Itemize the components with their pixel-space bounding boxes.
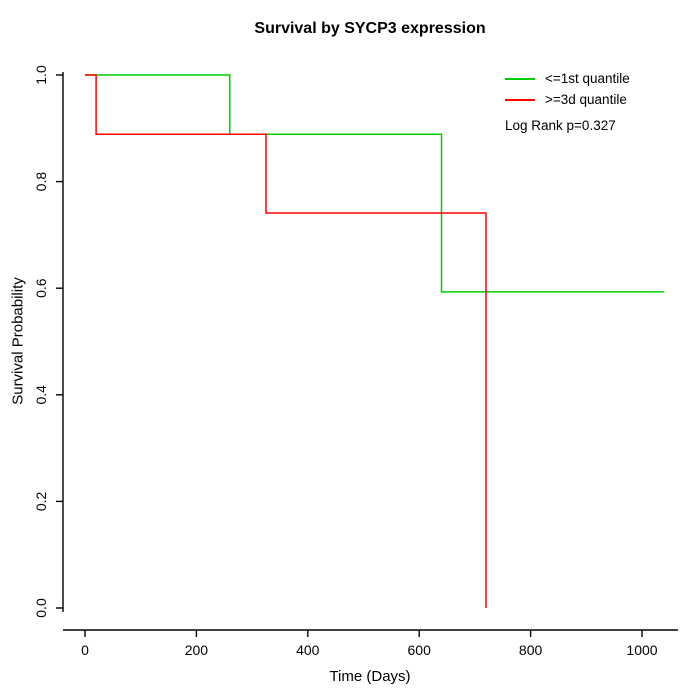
survival-curve-1 <box>85 74 487 608</box>
legend: <=1st quantile >=3d quantile Log Rank p=… <box>505 68 630 133</box>
legend-label-green: <=1st quantile <box>545 71 630 86</box>
x-axis-title: Time (Days) <box>329 668 411 685</box>
x-tick-label: 800 <box>519 642 543 658</box>
y-tick-label: 0.2 <box>33 491 49 511</box>
legend-item-red: >=3d quantile <box>505 89 630 110</box>
legend-item-green: <=1st quantile <box>505 68 630 89</box>
survival-curve-0 <box>85 74 665 293</box>
x-tick-label: 200 <box>185 642 209 658</box>
logrank-pvalue: Log Rank p=0.327 <box>505 118 616 133</box>
x-tick-label: 0 <box>81 642 89 658</box>
y-tick-label: 0.8 <box>33 172 49 192</box>
y-tick-label: 0.6 <box>33 278 49 298</box>
y-tick-label: 1.0 <box>33 65 49 85</box>
legend-line-swatch-green <box>505 77 535 80</box>
y-tick-label: 0.0 <box>33 598 49 618</box>
y-axis-title: Survival Probability <box>9 277 27 405</box>
x-tick-label: 400 <box>296 642 320 658</box>
chart-title: Survival by SYCP3 expression <box>254 20 486 37</box>
legend-line-swatch-red <box>505 98 535 101</box>
x-tick-label: 600 <box>408 642 432 658</box>
legend-label-red: >=3d quantile <box>545 92 627 107</box>
y-tick-label: 0.4 <box>33 385 49 405</box>
x-tick-label: 1000 <box>626 642 657 658</box>
